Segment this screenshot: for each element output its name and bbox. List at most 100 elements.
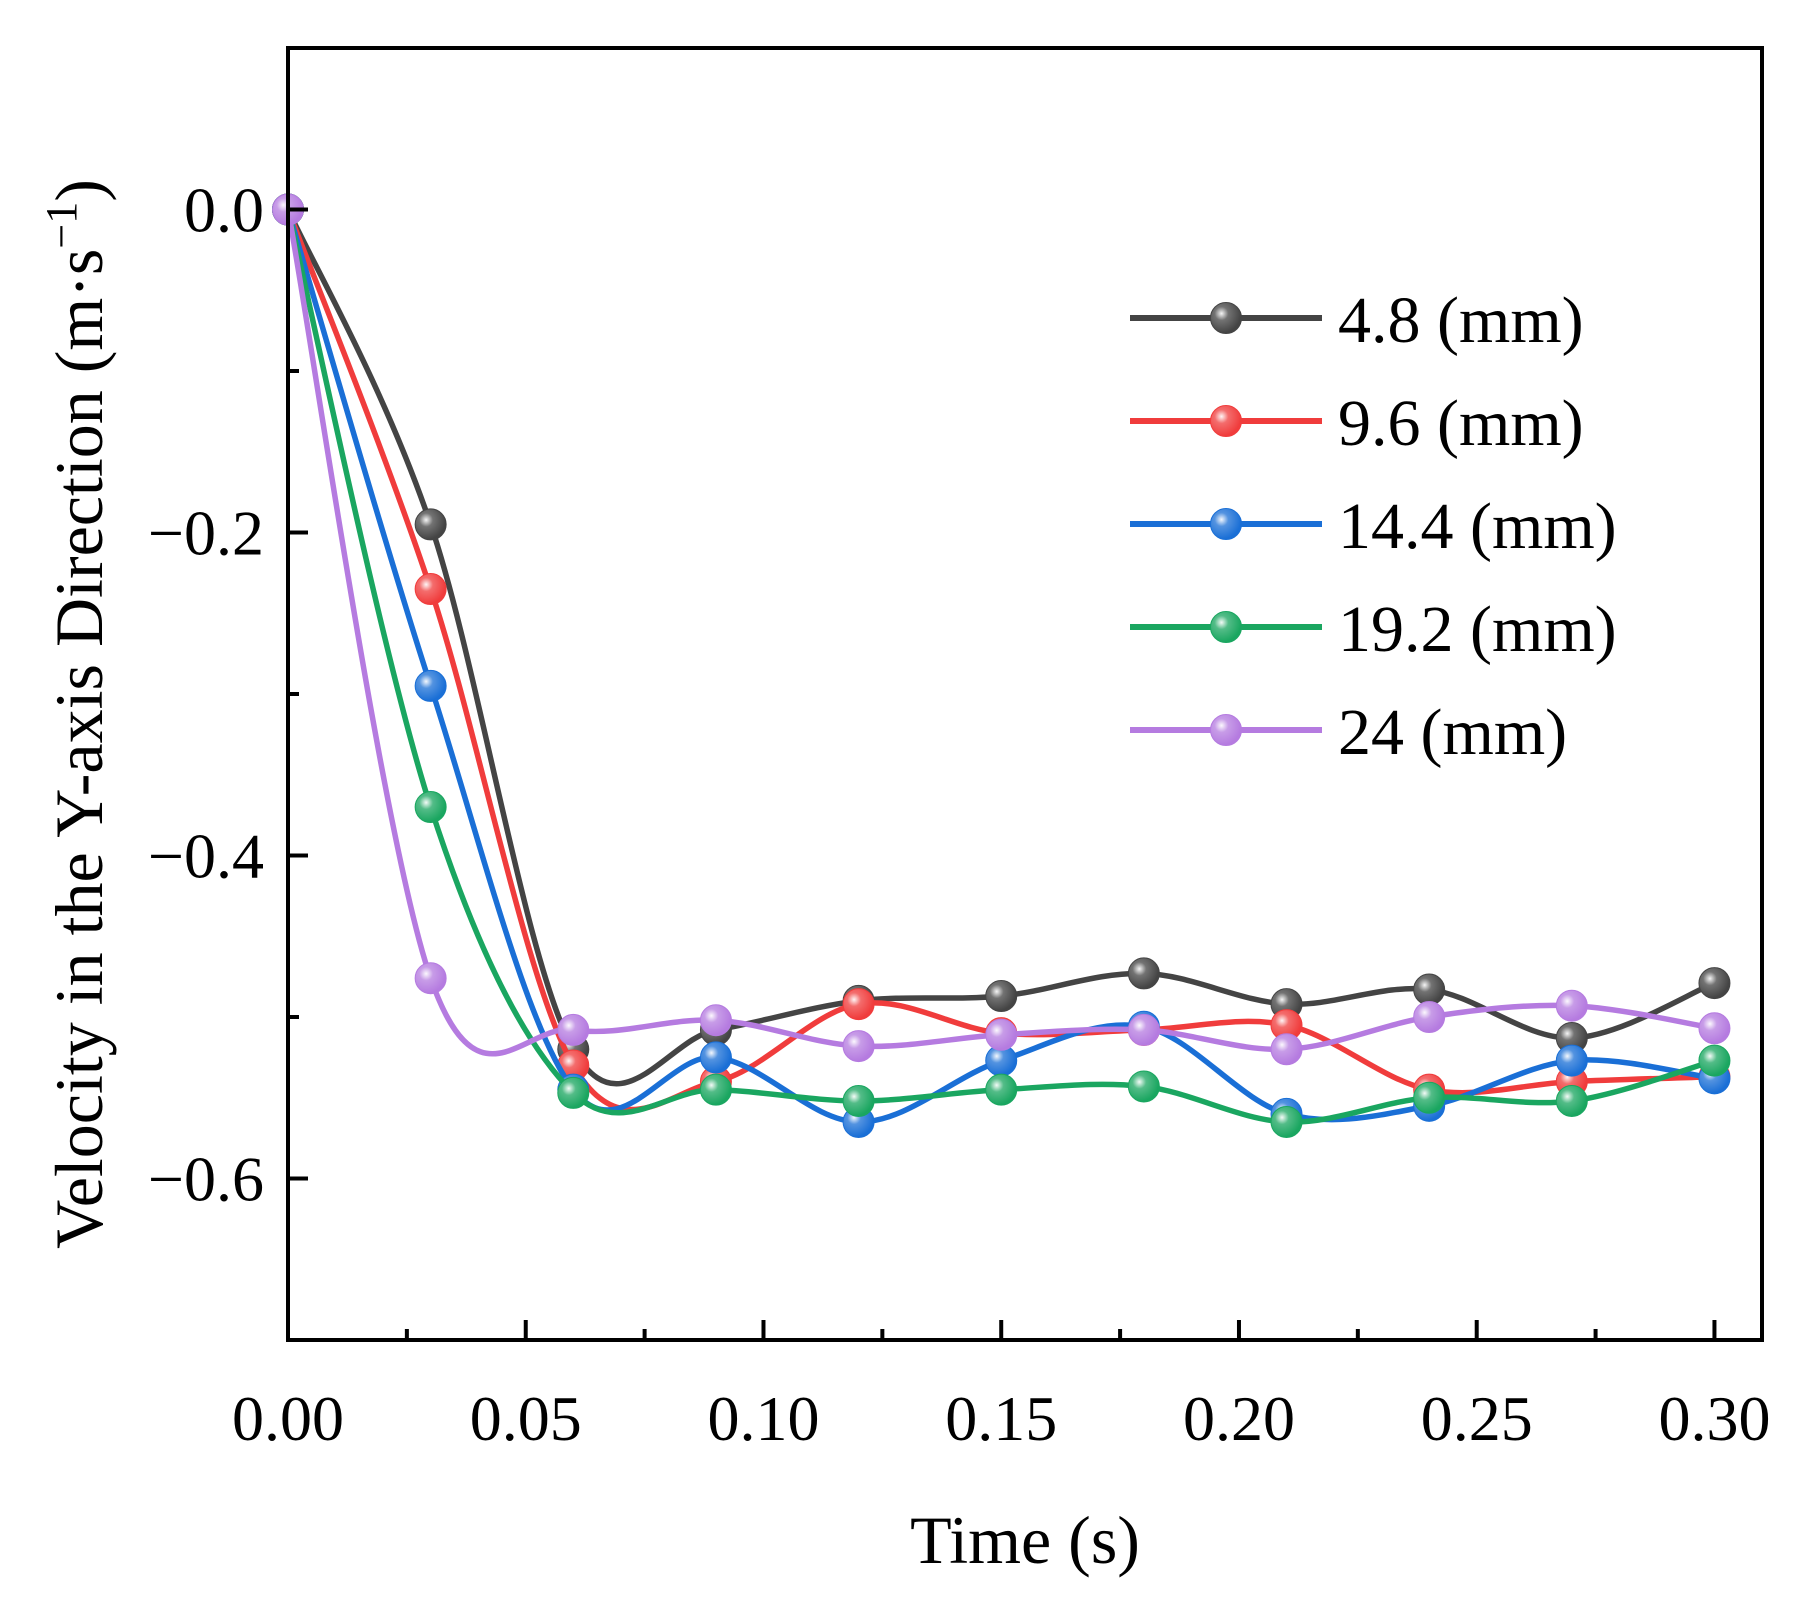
data-point [699, 1073, 732, 1106]
marker-shine [1699, 968, 1730, 999]
marker-shine [415, 574, 446, 605]
y-axis-title-close: ) [41, 179, 117, 202]
marker-shine [1211, 406, 1241, 436]
legend-label: 24 (mm) [1338, 696, 1567, 769]
data-point [1413, 1081, 1446, 1114]
data-point [1127, 1070, 1160, 1103]
marker-shine [415, 509, 446, 540]
data-point [414, 573, 447, 606]
y-axis-title-superscript: −1 [37, 202, 86, 249]
data-point [1413, 1001, 1446, 1033]
data-point [414, 791, 447, 824]
data-point [842, 1084, 875, 1117]
data-point [1127, 1013, 1160, 1046]
y-tick-label: 0.0 [184, 175, 264, 246]
marker-shine [700, 1042, 731, 1073]
marker-shine [1556, 1022, 1587, 1053]
marker-shine [1556, 1085, 1587, 1116]
legend-label: 9.6 (mm) [1338, 387, 1584, 460]
legend-entry: 19.2 (mm) [1130, 593, 1617, 666]
data-point [985, 1018, 1018, 1051]
data-point [414, 962, 447, 995]
x-tick-label: 0.05 [470, 1383, 582, 1454]
data-point [557, 1076, 590, 1109]
legend-marker [1210, 714, 1242, 746]
data-point [557, 1049, 590, 1082]
x-tick-label: 0.20 [1183, 1383, 1295, 1454]
x-tick-label: 0.15 [945, 1383, 1057, 1454]
marker-shine [986, 981, 1017, 1012]
data-point [985, 1073, 1018, 1106]
legend-marker [1210, 611, 1242, 643]
marker-shine [843, 989, 874, 1020]
marker-shine [415, 963, 446, 994]
marker-shine [1556, 1045, 1587, 1076]
marker-shine [1556, 990, 1587, 1021]
legend-label: 14.4 (mm) [1338, 490, 1617, 563]
legend-label: 4.8 (mm) [1338, 284, 1584, 357]
marker-shine [1211, 612, 1241, 642]
marker-shine [986, 1019, 1017, 1050]
data-point [1270, 1033, 1303, 1066]
marker-shine [986, 1074, 1017, 1105]
legend-entry: 14.4 (mm) [1130, 490, 1617, 563]
data-point [1413, 973, 1446, 1006]
data-point [1698, 1044, 1731, 1077]
marker-shine [843, 1031, 874, 1062]
marker-shine [1271, 1034, 1302, 1065]
marker-shine [1271, 1010, 1302, 1041]
data-point [1698, 967, 1731, 1000]
marker-shine [558, 1077, 589, 1108]
data-point [1555, 1044, 1588, 1077]
data-point [1270, 1105, 1303, 1138]
y-axis-title: Velocity in the Y-axis Direction (m·s−1) [37, 179, 117, 1249]
marker-shine [1128, 1071, 1159, 1102]
marker-shine [700, 1005, 731, 1036]
data-point [557, 1013, 590, 1046]
data-point [699, 1004, 732, 1037]
marker-shine [558, 1050, 589, 1081]
data-point [1555, 1021, 1588, 1054]
legend-label: 19.2 (mm) [1338, 593, 1617, 666]
data-point [699, 1041, 732, 1074]
marker-shine [1211, 509, 1241, 539]
legend-entry: 24 (mm) [1130, 696, 1567, 769]
marker-shine [1128, 958, 1159, 989]
plot-frame [286, 46, 1764, 1342]
data-point [414, 508, 447, 541]
marker-shine [1414, 1082, 1445, 1113]
marker-shine [1128, 1014, 1159, 1045]
y-tick-label: −0.4 [148, 821, 264, 892]
marker-shine [700, 1074, 731, 1105]
data-point [1555, 989, 1588, 1022]
marker-shine [1211, 715, 1241, 745]
y-tick-label: −0.2 [148, 498, 264, 569]
legend: 4.8 (mm) 9.6 (mm) 14.4 (mm) 19.2 (mm) 24 (mm… [1130, 284, 1617, 769]
data-point [1127, 957, 1160, 990]
data-point [842, 1030, 875, 1063]
legend-marker [1210, 302, 1242, 334]
legend-entry: 4.8 (mm) [1130, 284, 1584, 357]
marker-shine [1414, 1002, 1445, 1032]
marker-shine [1699, 1045, 1730, 1076]
legend-entry: 9.6 (mm) [1130, 387, 1584, 460]
data-point [1698, 1012, 1731, 1045]
marker-shine [843, 1085, 874, 1116]
data-point [414, 669, 447, 702]
legend-marker [1210, 508, 1242, 540]
marker-shine [986, 1045, 1017, 1076]
marker-shine [1699, 1013, 1730, 1044]
marker-shine [415, 670, 446, 701]
data-point [985, 980, 1018, 1013]
marker-shine [558, 1014, 589, 1045]
x-tick-label: 0.25 [1421, 1383, 1533, 1454]
x-tick-label: 0.10 [707, 1383, 819, 1454]
y-tick-label: −0.6 [148, 1144, 264, 1215]
legend-marker [1210, 405, 1242, 437]
x-tick-label: 0.30 [1658, 1383, 1770, 1454]
marker-shine [1414, 974, 1445, 1005]
x-tick-label: 0.00 [232, 1383, 344, 1454]
marker-shine [1271, 1106, 1302, 1137]
series-layer [272, 193, 1731, 1138]
